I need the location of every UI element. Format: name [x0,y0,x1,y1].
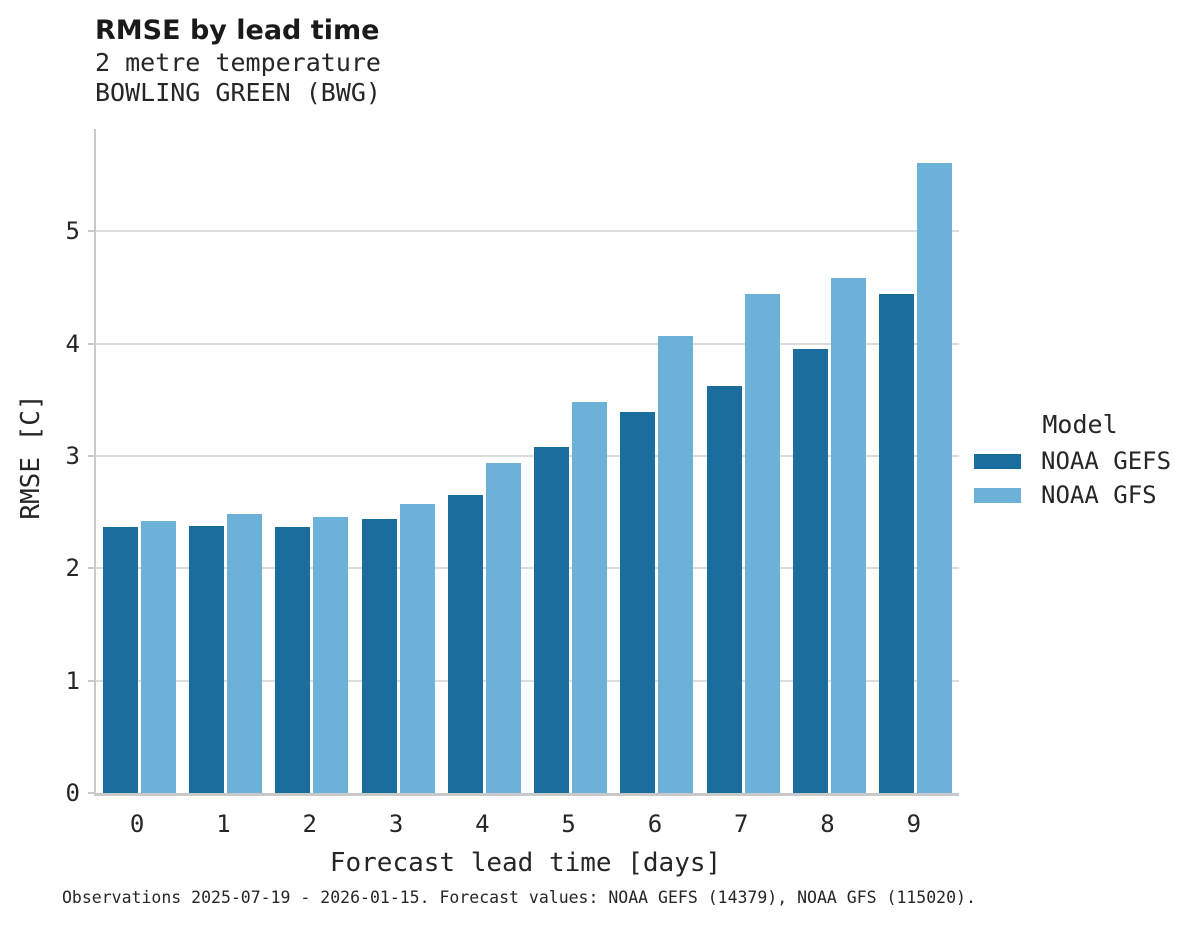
x-tick-label-9: 9 [906,810,922,838]
grid-layer [96,129,959,793]
bar-group-day-0 [96,129,182,793]
chart-title: RMSE by lead time [95,15,380,46]
x-tick-label-4: 4 [475,810,490,838]
bar-noaa-gfs-day-9 [917,162,953,793]
legend-item-noaa-gfs: NOAA GFS [974,481,1186,509]
y-tick-label-5: 5 [65,217,80,246]
bar-noaa-gefs-day-5 [534,447,570,793]
y-tick-mark-1 [88,679,94,682]
legend-items: NOAA GEFS NOAA GFS [974,447,1186,509]
legend-swatch-noaa-gefs [974,453,1021,469]
bar-noaa-gfs-day-5 [572,402,608,793]
legend-label-noaa-gefs: NOAA GEFS [1041,447,1172,475]
y-tick-mark-5 [88,230,94,233]
bar-noaa-gefs-day-3 [361,518,397,793]
gridline-y-2 [96,567,959,570]
gridline-y-5 [96,230,959,233]
y-tick-mark-3 [88,454,94,457]
bars-layer [96,129,959,793]
bar-noaa-gefs-day-9 [879,294,915,793]
bar-noaa-gefs-day-0 [102,526,138,793]
legend-label-noaa-gfs: NOAA GFS [1041,481,1157,509]
bar-noaa-gfs-day-2 [313,516,349,793]
gridline-y-4 [96,342,959,345]
y-tick-label-4: 4 [65,329,80,358]
legend-item-noaa-gefs: NOAA GEFS [974,447,1186,475]
bar-group-day-9 [873,129,959,793]
x-axis-title: Forecast lead time [days] [329,848,722,878]
x-tick-label-1: 1 [216,810,231,838]
gridline-y-3 [96,454,959,457]
plot-area: 0 1 2 3 4 5 [66,129,959,805]
gridline-y-1 [96,679,959,682]
x-tick-label-0: 0 [129,810,145,838]
y-axis: 0 1 2 3 4 5 [66,129,959,805]
legend: Model NOAA GEFS NOAA GFS [974,410,1186,509]
bar-group-day-5 [527,129,613,793]
y-tick-mark-2 [88,567,94,570]
chart-header: RMSE by lead time 2 metre temperature BO… [95,14,381,108]
chart-subtitle-variable: 2 metre temperature [95,48,381,77]
bar-group-day-4 [441,129,527,793]
footer-note: Observations 2025-07-19 - 2026-01-15. Fo… [62,888,976,907]
y-tick-label-2: 2 [65,554,80,583]
legend-swatch-noaa-gfs [974,487,1021,503]
bar-noaa-gfs-day-6 [658,335,694,793]
legend-title: Model [1042,410,1118,439]
bar-noaa-gefs-day-8 [793,349,829,793]
y-tick-label-0: 0 [65,779,80,807]
x-tick-label-8: 8 [820,810,835,838]
bar-group-day-6 [614,129,700,793]
bar-noaa-gfs-day-3 [399,504,435,793]
chart-subtitle-station: BOWLING GREEN (BWG) [95,78,381,107]
bar-group-day-1 [182,129,268,793]
bar-noaa-gefs-day-7 [706,386,742,793]
x-tick-label-7: 7 [734,810,749,838]
y-tick-label-3: 3 [65,441,80,470]
bar-noaa-gfs-day-4 [485,462,521,793]
x-tick-label-5: 5 [561,810,576,838]
x-tick-label-2: 2 [302,810,317,838]
bar-noaa-gfs-day-0 [140,521,176,793]
bar-group-day-3 [355,129,441,793]
bar-noaa-gfs-day-8 [831,278,867,793]
bar-noaa-gefs-day-4 [447,495,483,793]
bar-noaa-gfs-day-1 [226,514,262,793]
bar-noaa-gefs-day-1 [188,525,224,793]
bar-noaa-gefs-day-6 [620,412,656,793]
x-axis-tick-labels: 0 1 2 3 4 5 6 7 8 9 [94,810,957,838]
y-tick-mark-4 [88,342,94,345]
x-tick-label-3: 3 [388,810,404,838]
y-tick-mark-0 [88,792,94,794]
y-axis-title: RMSE [C] [16,394,46,520]
bar-noaa-gefs-day-2 [275,526,311,793]
bar-noaa-gfs-day-7 [744,294,780,793]
y-tick-label-1: 1 [65,666,80,695]
x-tick-label-6: 6 [647,810,663,838]
bar-group-day-2 [269,129,355,793]
bar-group-day-7 [700,129,786,793]
bar-group-day-8 [786,129,872,793]
